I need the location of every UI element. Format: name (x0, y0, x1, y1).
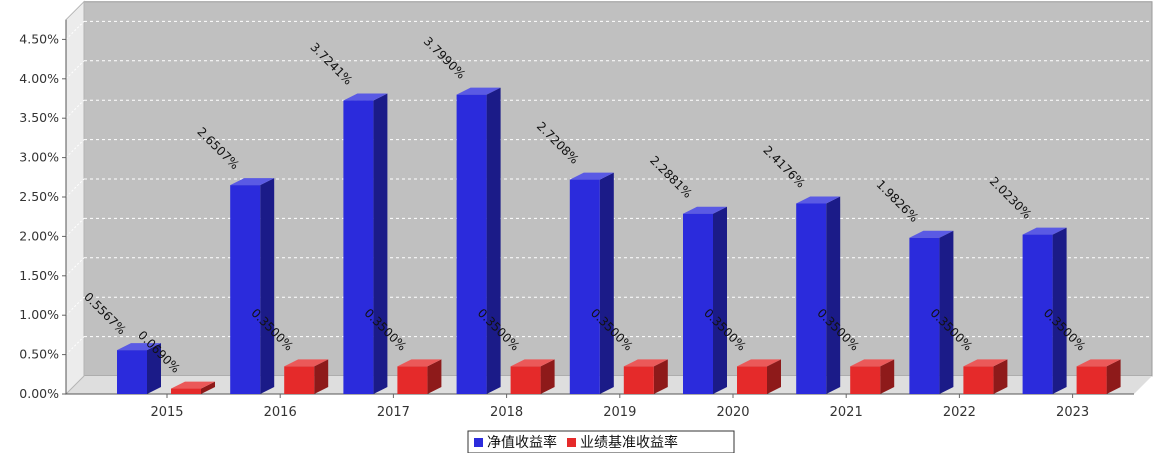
y-tick-label: 1.50% (19, 268, 59, 283)
axes: 0.00% 0.50% 1.00% 1.50% 2.00% 2.50% 3.00% 3.50%… (19, 19, 1134, 420)
y-tick-label: 4.50% (19, 31, 59, 46)
bar-2015-series-1 (117, 343, 161, 394)
x-tick-label: 2016 (264, 405, 297, 420)
bar-2020-series-2 (737, 359, 781, 394)
bars (117, 87, 1121, 395)
y-tick-label: 3.00% (19, 150, 59, 165)
y-tick-label: 3.50% (19, 110, 59, 125)
bar-2022-series-1 (909, 230, 954, 394)
bar-2019-series-1 (569, 172, 614, 394)
gridline-side (65, 257, 85, 277)
y-tick-label: 2.00% (19, 228, 59, 243)
bar-2022-series-2 (963, 359, 1008, 394)
x-tick-label: 2018 (490, 405, 523, 420)
gridline-side (65, 99, 85, 119)
y-tick-label: 0.50% (19, 347, 59, 362)
gridline-side (65, 296, 85, 316)
bar-2020-series-1 (683, 206, 727, 394)
y-tick-label: 1.00% (19, 307, 59, 322)
bar-2023-series-2 (1076, 359, 1121, 394)
y-tick-label: 0.00% (19, 386, 59, 401)
legend: 净值收益率 业绩基准收益率 (467, 430, 735, 453)
y-tick-label: 2.50% (19, 189, 59, 204)
x-tick-label: 2022 (943, 405, 976, 420)
bar-2018-series-1 (456, 87, 501, 395)
x-tick-label: 2020 (716, 405, 749, 420)
bar-2021-series-2 (850, 359, 895, 394)
gridline-side (65, 178, 85, 198)
bar-2016-series-1 (230, 178, 275, 394)
y-tick-label: 4.00% (19, 71, 59, 86)
gridline-side (65, 60, 85, 80)
bar-2019-series-2 (623, 359, 668, 394)
x-tick-label: 2019 (603, 405, 636, 420)
bar-2015-series-2 (171, 381, 215, 394)
bar-2023-series-1 (1022, 227, 1067, 394)
legend-swatch (474, 438, 483, 447)
plot-side-wall (65, 0, 85, 396)
x-tick-label: 2017 (377, 405, 410, 420)
bar-2017-series-1 (343, 93, 388, 394)
legend-label: 净值收益率 (487, 434, 557, 451)
x-tick-label: 2021 (830, 405, 863, 420)
bar-2016-series-2 (284, 359, 329, 394)
x-tick-label: 2015 (150, 405, 183, 420)
bar-2021-series-1 (796, 196, 841, 394)
legend-box (467, 430, 735, 453)
x-tick-label: 2023 (1056, 405, 1089, 420)
gridline-side (65, 139, 85, 158)
bar-2017-series-2 (397, 359, 442, 394)
bar-2018-series-2 (510, 359, 555, 394)
grid-lines (65, 20, 1152, 355)
gridline-side (65, 218, 85, 237)
gridline-side (65, 336, 85, 355)
gridline-side (65, 21, 85, 40)
legend-swatch (567, 438, 576, 447)
legend-label: 业绩基准收益率 (580, 434, 678, 451)
